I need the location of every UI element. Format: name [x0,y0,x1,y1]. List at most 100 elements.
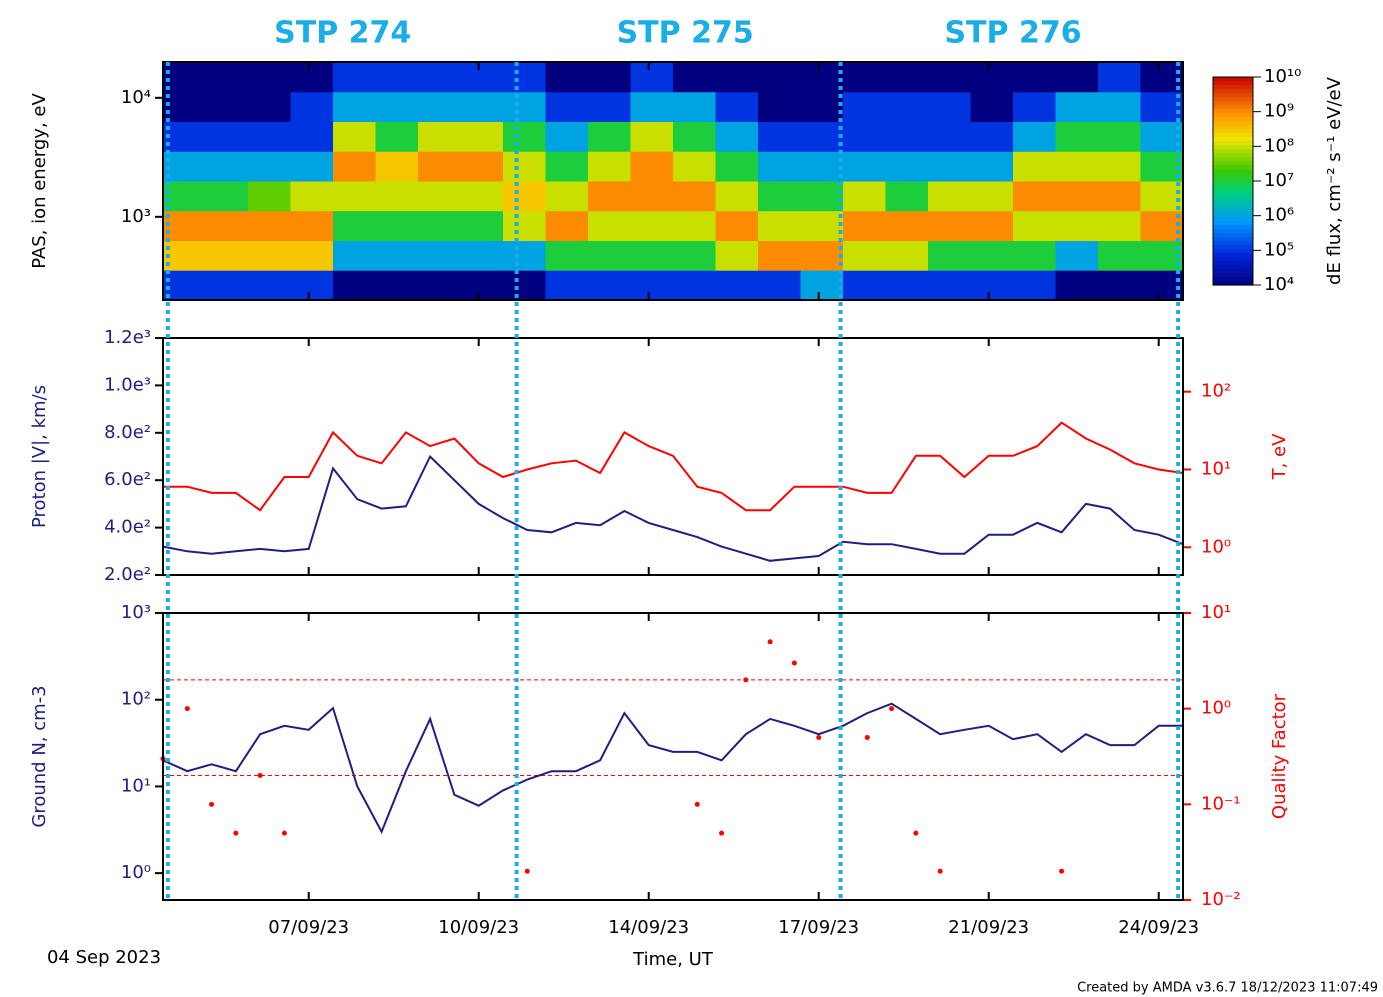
heatmap-cell [843,240,886,271]
heatmap-cell [1098,91,1141,122]
heatmap-cell [800,121,844,152]
heatmap-cell [588,151,631,182]
y2-tick-label: 10⁻² [1201,889,1241,910]
y2-tick-label: 10⁻¹ [1201,793,1241,814]
heatmap-cell [163,210,206,242]
credit: Created by AMDA v3.6.7 18/12/2023 11:07:… [1077,981,1378,996]
colorbar-segment [1213,237,1253,242]
heatmap-cell [248,121,291,152]
heatmap-cell [545,240,589,271]
y-axis-label: Ground N, cm-3 [29,685,50,827]
heatmap-cell [375,240,419,271]
heatmap-cell [333,121,376,152]
heatmap-cell [503,240,546,271]
x-axis-label: Time, UT [632,949,714,970]
colorbar-segment [1213,89,1253,94]
heatmap-cell [885,121,929,152]
colorbar-segment [1213,185,1253,190]
colorbar-segment [1213,245,1253,250]
colorbar-segment [1213,109,1253,114]
heatmap-cell [843,210,886,242]
colorbar-segment [1213,181,1253,186]
heatmap-cell [205,270,249,301]
heatmap-cell [290,62,334,93]
heatmap-cell [163,181,206,212]
x-tick-label: 21/09/23 [948,917,1029,938]
colorbar-segment [1213,233,1253,238]
heatmap-cell [1098,240,1141,271]
y-tick-label: 4.0e² [104,517,151,538]
heatmap-cell [1055,210,1099,242]
heatmap-cell [673,210,716,242]
heatmap-cell [503,151,546,182]
y2-axis-label: Quality Factor [1269,693,1290,819]
heatmap-cell [418,240,461,271]
heatmap-cell [928,91,971,122]
heatmap-cell [885,270,929,301]
data-point [889,706,895,712]
heatmap-cell [970,121,1014,152]
colorbar-segment [1213,93,1253,98]
heatmap-cell [418,210,461,242]
y-tick-label: 10³ [121,206,151,227]
heatmap-cell [715,91,759,122]
heatmap-cell [1013,121,1056,152]
heatmap-cell [163,151,206,182]
colorbar-segment [1213,265,1253,270]
heatmap-cell [333,240,376,271]
heatmap-cell [1055,151,1099,182]
heatmap-cell [205,210,249,242]
y-axis-label: PAS, ion energy, eV [29,93,50,269]
heatmap-cell [630,62,674,93]
heatmap-cell [588,121,631,152]
y-tick-label: 10⁴ [121,87,151,108]
heatmap-cell [460,151,504,182]
colorbar-segment [1213,253,1253,258]
y2-tick-label: 10⁰ [1201,536,1231,557]
colorbar-segment [1213,269,1253,274]
heatmap-cell [205,181,249,212]
colorbar-label: dE flux, cm⁻² s⁻¹ eV/eV [1324,76,1345,285]
heatmap-cell [1055,240,1099,271]
y2-tick-label: 10⁰ [1201,698,1231,719]
heatmap-cell [248,210,291,242]
heatmap-cell [970,181,1014,212]
colorbar-segment [1213,113,1253,118]
panel-frame [162,612,1184,901]
heatmap-cell [673,91,716,122]
heatmap-cell [843,270,886,301]
heatmap-cell [460,181,504,212]
heatmap-cell [545,151,589,182]
y-tick-label: 2.0e² [104,564,151,585]
heatmap-cell [1013,151,1056,182]
colorbar-segment [1213,97,1253,102]
heatmap-cell [673,121,716,152]
data-point [233,830,239,836]
heatmap-cell [545,270,589,301]
heatmap-cell [418,270,461,301]
colorbar-segment [1213,165,1253,170]
heatmap-cell [673,62,716,93]
heatmap-cell [715,210,759,242]
colorbar-segment [1213,137,1253,142]
heatmap-cell [843,121,886,152]
heatmap-cell [460,210,504,242]
heatmap-cell [715,240,759,271]
colorbar-tick-label: 10⁵ [1264,239,1294,260]
data-point [937,868,943,874]
heatmap-cell [758,62,801,93]
heatmap-cell [290,151,334,182]
data-point [719,830,725,836]
heatmap-cell [375,270,419,301]
heatmap-cell [460,91,504,122]
colorbar-segment [1213,213,1253,218]
heatmap-cell [1055,181,1099,212]
colorbar-segment [1213,241,1253,246]
heatmap-cell [375,151,419,182]
colorbar-segment [1213,205,1253,210]
heatmap-cell [460,240,504,271]
colorbar-segment [1213,273,1253,278]
heatmap-cell [375,210,419,242]
y2-axis-label: T, eV [1269,433,1290,481]
